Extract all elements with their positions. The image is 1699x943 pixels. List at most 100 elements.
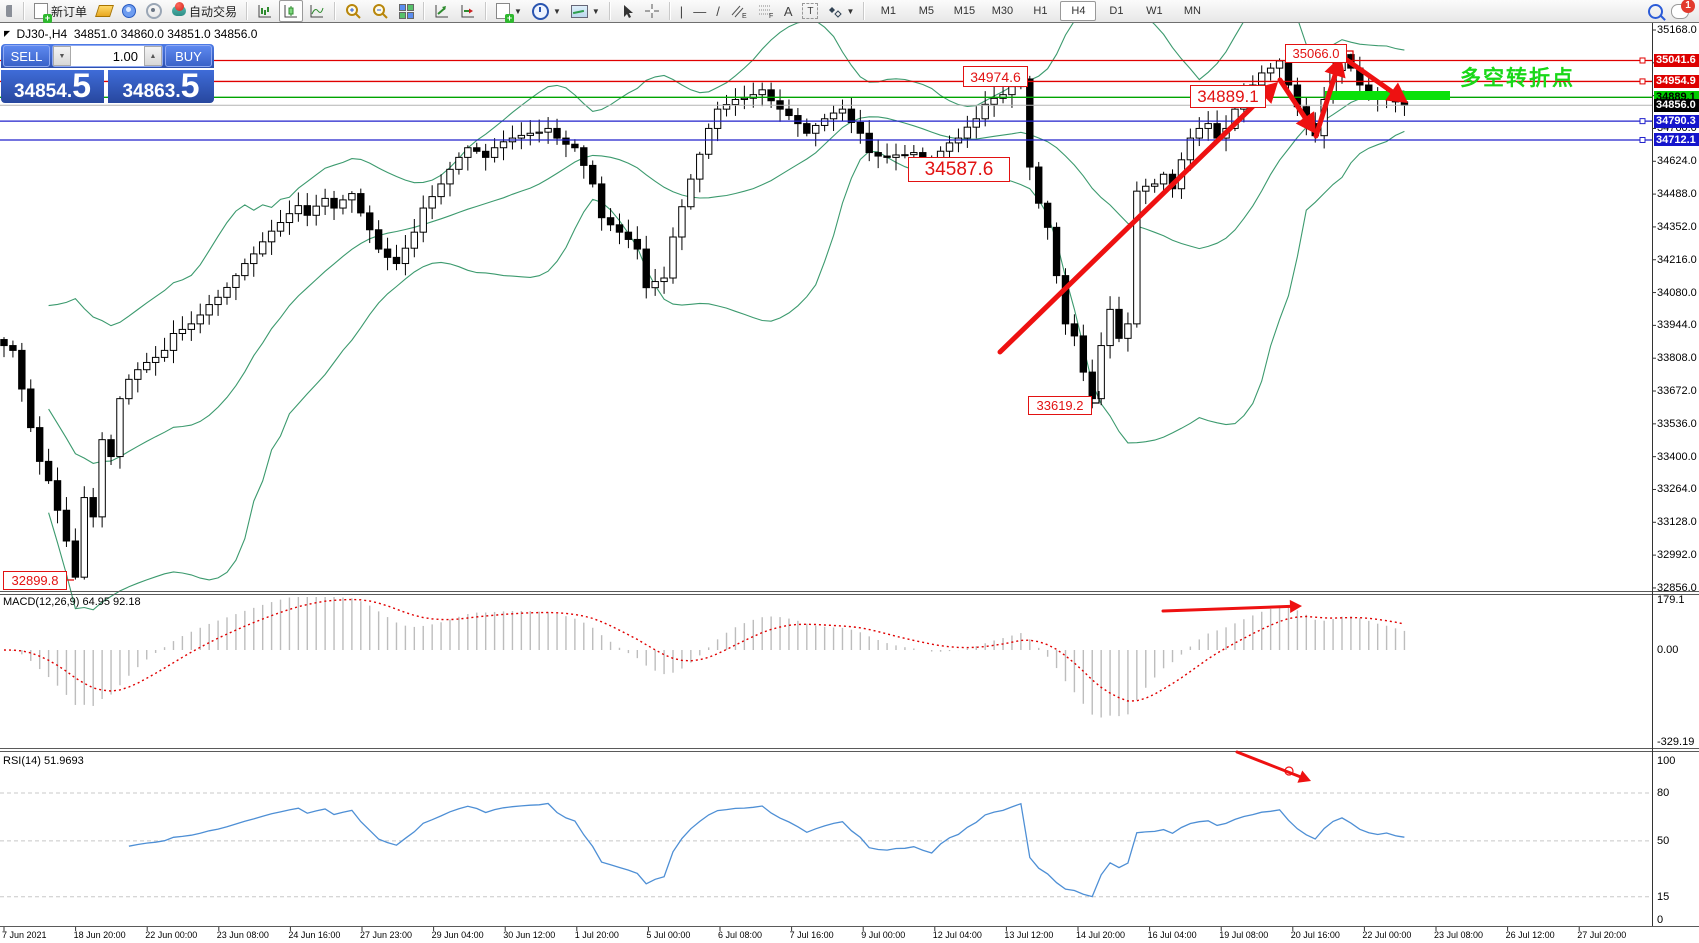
crosshair-icon [644, 4, 659, 18]
history-center-button[interactable] [93, 0, 116, 22]
zoom-out-button[interactable] [368, 0, 393, 22]
price-axis-badge: 34856.0 [1654, 98, 1699, 112]
bar-chart-type-button[interactable] [253, 0, 277, 22]
trend-arrow[interactable] [1313, 72, 1338, 139]
candle-body [1008, 86, 1016, 96]
candle-body [687, 178, 695, 208]
main-toolbar: 新订单 自动交易 [0, 0, 1699, 23]
cursor-tool-button[interactable] [616, 0, 638, 22]
clipped-chart-icon[interactable] [0, 2, 18, 20]
line-chart-type-button[interactable] [305, 0, 329, 22]
timeframe-m1[interactable]: M1 [880, 5, 897, 17]
candle-body [196, 314, 204, 325]
timeframe-m5[interactable]: M5 [918, 5, 935, 17]
buy-price[interactable]: 34863. 5 [108, 69, 214, 103]
clock-icon [531, 2, 549, 20]
level-handle[interactable] [1639, 57, 1646, 64]
trend-arrow[interactable] [1341, 55, 1395, 94]
level-handle[interactable] [1639, 118, 1646, 125]
toolbar-separator [485, 2, 488, 20]
new-order-button[interactable]: 新订单 [30, 0, 91, 23]
signals-button[interactable] [142, 0, 166, 22]
new-order-label: 新订单 [51, 4, 88, 19]
tile-windows-button[interactable] [395, 0, 418, 22]
zoom-in-button[interactable] [341, 0, 366, 22]
trend-arrow[interactable] [1161, 604, 1292, 613]
price-annotation-label[interactable]: 34587.6 [908, 157, 1010, 182]
crosshair-tool-button[interactable] [640, 0, 664, 22]
timeframe-w1[interactable]: W1 [1146, 5, 1163, 17]
candle-body [1159, 173, 1168, 185]
candle-body [678, 206, 686, 238]
candle-body [1070, 323, 1079, 337]
candle-body [392, 256, 401, 265]
trend-arrow[interactable] [1277, 77, 1308, 120]
macd-legend: MACD(12,26,9) 64.95 92.18 [3, 596, 141, 608]
timeframe-mn[interactable]: MN [1183, 5, 1201, 17]
period-selector-button[interactable]: ▼ [528, 0, 565, 22]
label-tool-button[interactable]: T [798, 0, 822, 22]
trend-arrow[interactable] [997, 93, 1267, 355]
text-tool-icon: A [783, 3, 793, 19]
trend-arrow[interactable] [1235, 750, 1302, 779]
ohlc-values: 34851.0 34860.0 34851.0 34856.0 [73, 27, 258, 41]
support-zone-highlight[interactable] [1325, 91, 1450, 100]
candle-body [838, 108, 847, 114]
community-button[interactable] [118, 0, 140, 22]
price-annotation-label[interactable]: 32899.8 [3, 571, 67, 590]
candlestick-type-button[interactable] [279, 0, 304, 22]
candle-body [865, 132, 873, 154]
candle-body [758, 89, 766, 96]
price-axis-tick: 33128.0 [1657, 516, 1697, 529]
chart-header: ◤ DJ30-,H4 34851.0 34860.0 34851.0 34856… [4, 27, 257, 41]
template-button[interactable]: ▼ [567, 0, 604, 22]
time-axis-label: 22 Jul 00:00 [1362, 930, 1412, 940]
fibonacci-tool-button[interactable]: F [753, 0, 778, 22]
price-annotation-label[interactable]: 35066.0 [1285, 44, 1347, 63]
arrows-tool-button[interactable]: ▼ [824, 0, 858, 22]
vertical-line-icon: | [679, 3, 684, 19]
candle-body [1124, 323, 1132, 339]
timeframe-d1[interactable]: D1 [1109, 5, 1124, 17]
candle-body [767, 89, 775, 102]
volume-increase-button[interactable]: ▲ [144, 46, 162, 66]
chat-icon[interactable]: 1 [1671, 0, 1695, 19]
sell-price[interactable]: 34854. 5 [1, 69, 104, 103]
price-annotation-label[interactable]: 34974.6 [963, 66, 1028, 87]
price-annotation-label[interactable]: 33619.2 [1028, 396, 1092, 415]
candle-body [910, 152, 918, 156]
timeframe-h1[interactable]: H1 [1033, 5, 1048, 17]
time-axis-label: 14 Jul 20:00 [1076, 930, 1126, 940]
time-axis-label: 24 Jun 16:00 [288, 930, 341, 940]
level-handle[interactable] [1639, 136, 1646, 143]
time-axis-label: 16 Jul 04:00 [1147, 930, 1197, 940]
autotrade-button[interactable]: 自动交易 [168, 0, 241, 22]
chart-shift-button[interactable] [456, 0, 480, 22]
candle-body [553, 127, 561, 139]
trendline-tool-button[interactable]: / [712, 0, 724, 22]
zoom-in-icon [346, 3, 361, 19]
sell-button[interactable]: SELL [3, 45, 50, 67]
volume-value[interactable]: 1.00 [112, 48, 138, 64]
text-tool-button[interactable]: A [780, 0, 797, 22]
svg-text:E: E [742, 13, 747, 19]
level-handle[interactable] [1639, 78, 1646, 85]
candle-body [294, 205, 303, 215]
new-chart-button[interactable]: ▼ [492, 0, 526, 23]
timeframe-m15[interactable]: M15 [953, 5, 976, 17]
horizontal-line-tool-button[interactable]: — [689, 0, 710, 22]
buy-button[interactable]: BUY [165, 45, 212, 67]
timeframe-h4[interactable]: H4 [1060, 1, 1097, 21]
channel-tool-button[interactable]: E [726, 0, 751, 22]
price-annotation-label[interactable]: 34889.1 [1190, 85, 1266, 108]
timeframe-m30[interactable]: M30 [991, 5, 1014, 17]
auto-scroll-button[interactable] [430, 0, 454, 22]
search-icon[interactable] [1648, 3, 1663, 19]
volume-decrease-button[interactable]: ▼ [53, 46, 71, 66]
new-chart-icon [496, 3, 515, 23]
vertical-line-tool-button[interactable]: | [676, 0, 687, 22]
candle-body [713, 108, 722, 129]
indicator-line [1090, 391, 1100, 404]
candle-body [589, 164, 597, 185]
